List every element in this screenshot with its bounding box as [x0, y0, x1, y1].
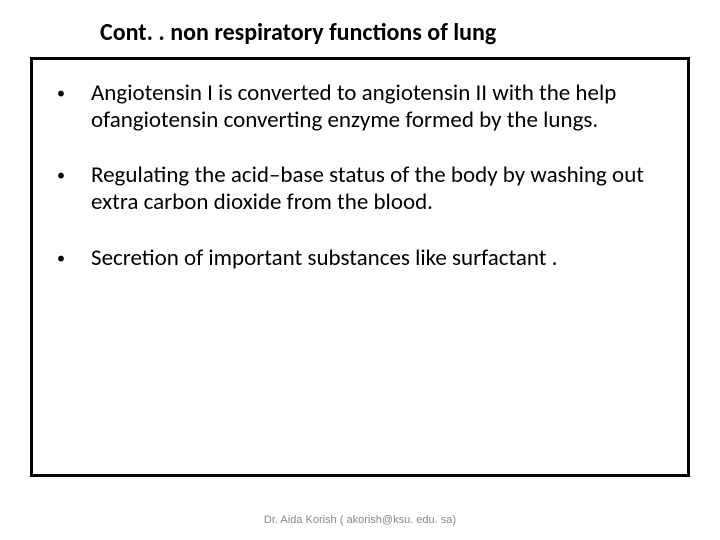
bullet-marker: • — [57, 80, 91, 108]
slide-container: Cont. . non respiratory functions of lun… — [0, 0, 720, 540]
bullet-text: Regulating the acid–base status of the b… — [91, 162, 667, 216]
slide-title: Cont. . non respiratory functions of lun… — [30, 18, 690, 57]
bullet-marker: • — [57, 162, 91, 190]
bullet-row: • Angiotensin I is converted to angioten… — [57, 80, 667, 134]
bullet-text: Secretion of important substances like s… — [91, 245, 667, 272]
bullet-row: • Secretion of important substances like… — [57, 245, 667, 273]
bullet-marker: • — [57, 245, 91, 273]
bullet-row: • Regulating the acid–base status of the… — [57, 162, 667, 216]
slide-footer: Dr. Aida Korish ( akorish@ksu. edu. sa) — [0, 514, 720, 526]
content-box: • Angiotensin I is converted to angioten… — [30, 57, 690, 477]
bullet-text: Angiotensin I is converted to angiotensi… — [91, 80, 667, 134]
